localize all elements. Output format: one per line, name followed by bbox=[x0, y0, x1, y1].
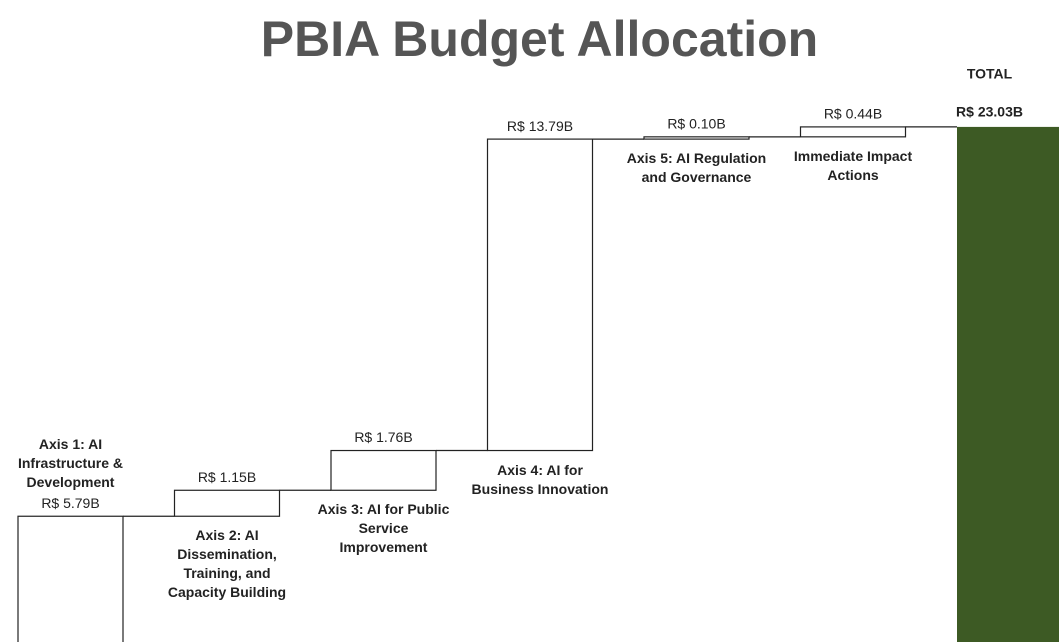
bar bbox=[799, 126, 907, 138]
value-label: R$ 1.76B bbox=[354, 429, 412, 445]
value-label: R$ 0.44B bbox=[824, 106, 882, 122]
total-value-label: R$ 23.03B bbox=[956, 104, 1023, 120]
bar bbox=[173, 489, 281, 517]
category-label: Axis 2: AI Dissemination, Training, and … bbox=[167, 527, 287, 601]
bar bbox=[486, 138, 594, 452]
category-label: Axis 1: AI Infrastructure & Development bbox=[17, 436, 124, 491]
total-label: TOTAL bbox=[967, 66, 1013, 82]
category-label: Immediate Impact Actions bbox=[793, 147, 913, 183]
value-label: R$ 5.79B bbox=[41, 495, 99, 511]
bar bbox=[643, 136, 750, 140]
value-label: R$ 0.10B bbox=[667, 116, 725, 132]
category-label: Axis 5: AI Regulation and Governance bbox=[626, 150, 767, 186]
value-label: R$ 1.15B bbox=[198, 469, 256, 485]
chart-title: PBIA Budget Allocation bbox=[260, 11, 819, 67]
category-label: Axis 3: AI for Public Service Improvemen… bbox=[317, 501, 450, 556]
category-label: Axis 4: AI for Business Innovation bbox=[471, 461, 609, 497]
bar bbox=[330, 449, 437, 491]
value-label: R$ 13.79B bbox=[507, 118, 573, 134]
bar bbox=[17, 515, 124, 642]
total-bar bbox=[957, 126, 1059, 642]
